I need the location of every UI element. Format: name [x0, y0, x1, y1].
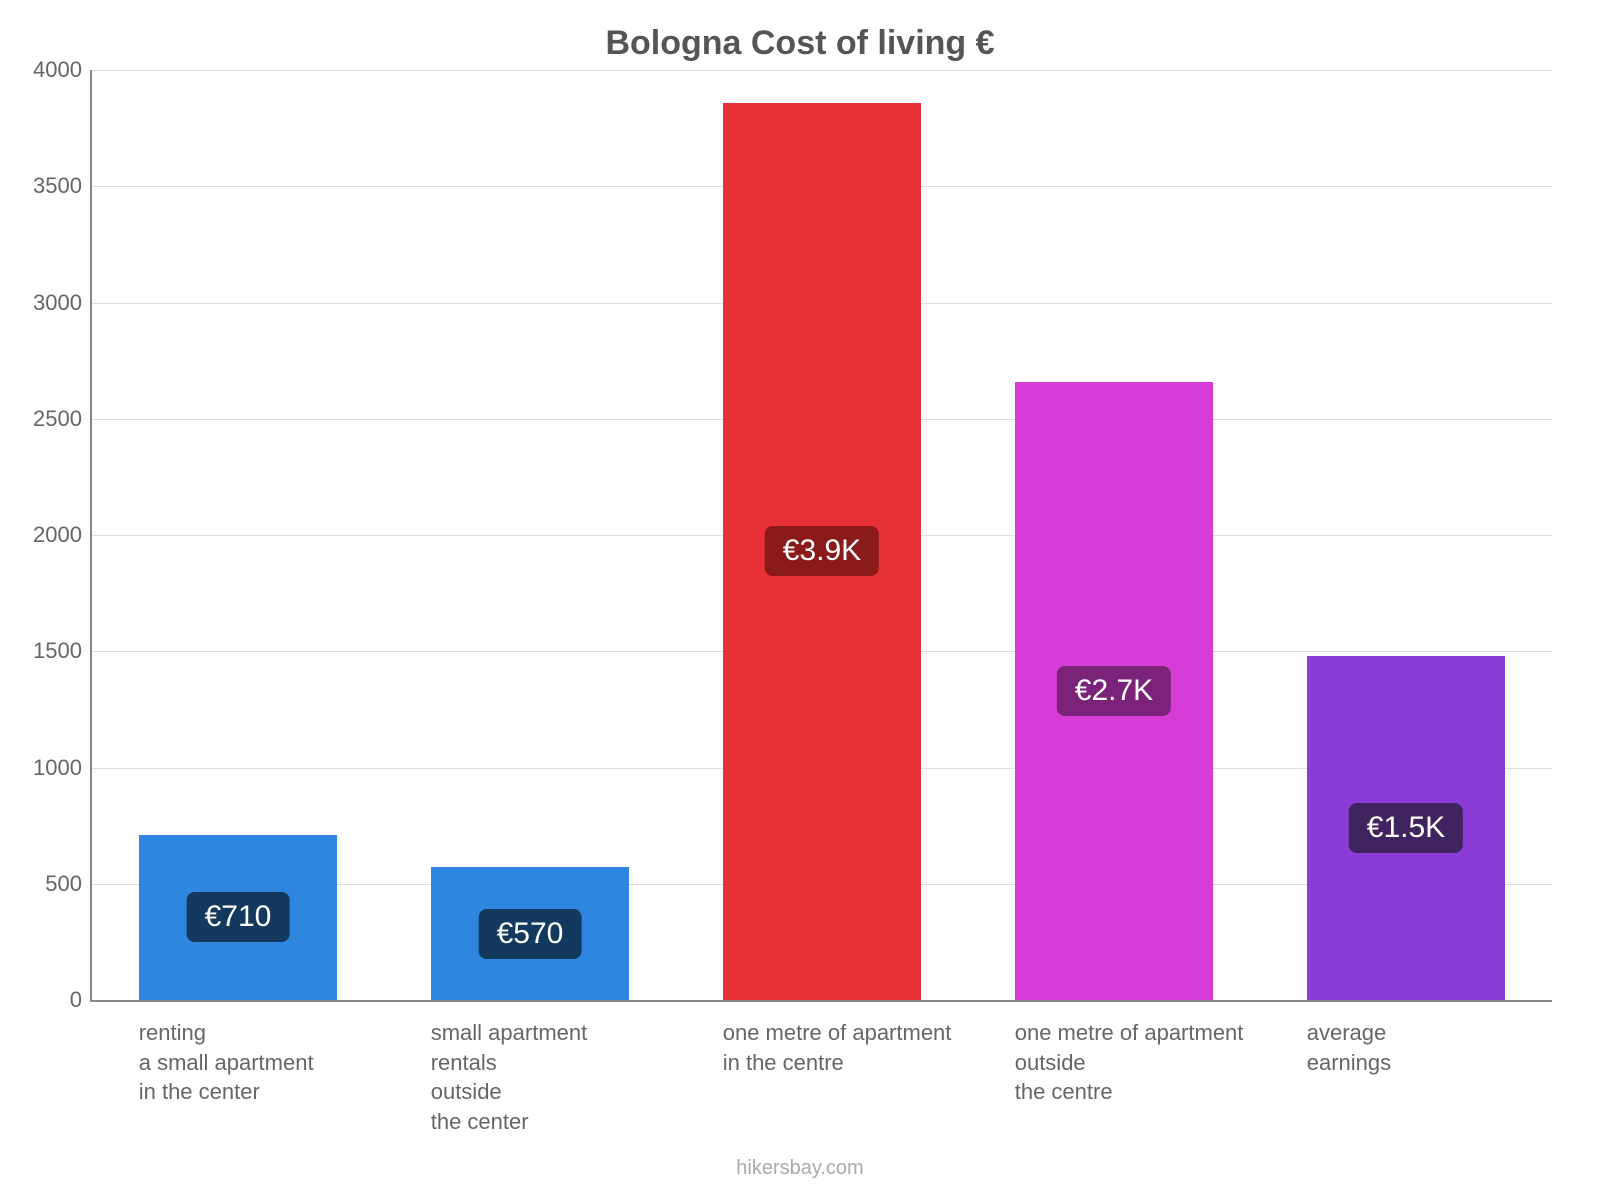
- chart-footer: hikersbay.com: [0, 1157, 1600, 1180]
- chart-container: Bologna Cost of living € 050010001500200…: [0, 0, 1600, 1200]
- bar-value-label: €1.5K: [1349, 803, 1463, 853]
- y-tick-label: 0: [22, 987, 82, 1013]
- bar-value-label: €3.9K: [765, 526, 879, 576]
- bar-value-label: €570: [479, 909, 582, 959]
- y-tick-label: 2000: [22, 522, 82, 548]
- x-tick-label: renting a small apartment in the center: [139, 1018, 398, 1107]
- bar-value-label: €2.7K: [1057, 666, 1171, 716]
- x-tick-label: average earnings: [1307, 1018, 1566, 1077]
- gridline: [92, 70, 1552, 71]
- x-tick-label: small apartment rentals outside the cent…: [431, 1018, 690, 1137]
- y-tick-label: 500: [22, 871, 82, 897]
- y-tick-label: 1000: [22, 755, 82, 781]
- y-tick-label: 4000: [22, 57, 82, 83]
- x-tick-label: one metre of apartment in the centre: [723, 1018, 982, 1077]
- chart-title: Bologna Cost of living €: [0, 24, 1600, 63]
- y-tick-label: 2500: [22, 406, 82, 432]
- x-tick-label: one metre of apartment outside the centr…: [1015, 1018, 1274, 1107]
- y-tick-label: 3000: [22, 290, 82, 316]
- bar-value-label: €710: [187, 892, 290, 942]
- plot-area: 05001000150020002500300035004000€710rent…: [90, 70, 1552, 1002]
- y-tick-label: 3500: [22, 173, 82, 199]
- y-tick-label: 1500: [22, 638, 82, 664]
